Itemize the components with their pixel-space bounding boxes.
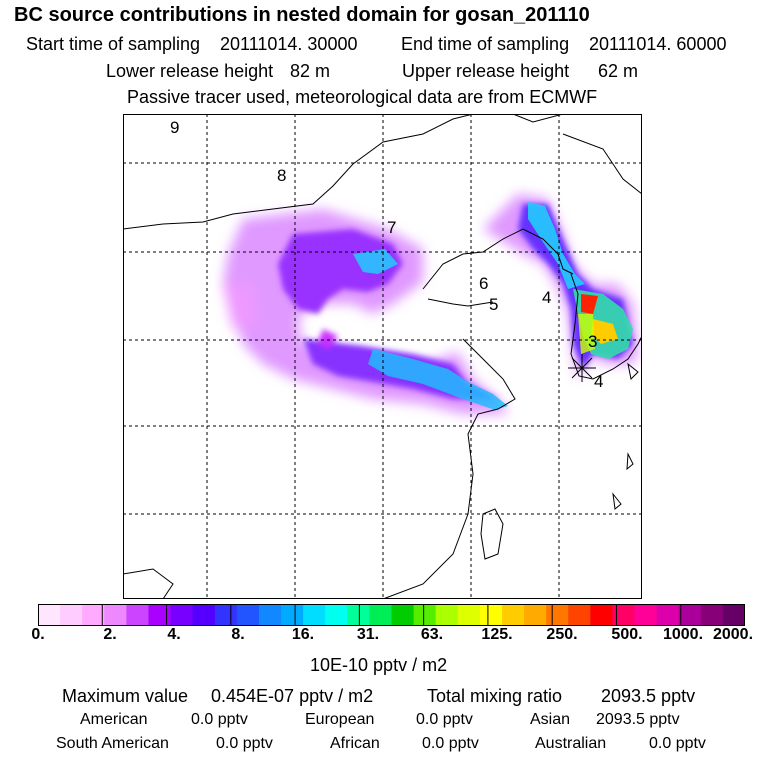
colorbar-segment — [391, 604, 415, 626]
colorbar-segment — [214, 604, 238, 626]
total-mixing-value: 2093.5 pptv — [601, 686, 696, 706]
colorbar-segment — [347, 604, 370, 626]
region-value: 0.0 pptv — [416, 711, 473, 728]
map-panel: 9 8 7 6 5 4 3 4 — [123, 114, 642, 599]
colorbar-segment — [612, 604, 636, 626]
colorbar-segment — [104, 604, 127, 626]
colorbar-tick: 0. — [31, 626, 45, 643]
colorbar-segment — [435, 604, 459, 626]
region-value: 2093.5 pptv — [596, 711, 680, 728]
region-name: Australian — [535, 735, 607, 752]
colorbar-segment — [479, 604, 503, 626]
colorbar-segment — [82, 604, 105, 626]
colorbar-tick: 2. — [103, 626, 117, 643]
colorbar-tick: 8. — [231, 626, 245, 643]
colorbar-segment — [457, 604, 481, 626]
coastlines — [123, 114, 642, 599]
region-value: 0.0 pptv — [422, 735, 479, 752]
plume-core — [353, 202, 633, 410]
map-border — [123, 114, 642, 599]
colorbar-segment — [501, 604, 525, 626]
colorbar-segment — [303, 604, 326, 626]
colorbar-segment — [700, 604, 724, 626]
colorbar-segment — [258, 604, 282, 626]
colorbar-tick: 16. — [291, 626, 315, 643]
colorbar-unit: 10E-10 pptv / m2 — [310, 655, 448, 675]
end-time-label: End time of sampling — [401, 34, 570, 54]
colorbar-tick: 1000. — [662, 626, 704, 643]
upper-height-label: Upper release height — [402, 61, 570, 81]
colorbar-segment — [568, 604, 591, 626]
colorbar — [38, 604, 745, 626]
upper-height-value: 62 m — [598, 61, 639, 81]
region-value: 0.0 pptv — [649, 735, 706, 752]
max-value-label: Maximum value — [62, 686, 189, 706]
colorbar-segment — [722, 604, 745, 626]
colorbar-segment — [236, 604, 260, 626]
colorbar-segment — [170, 604, 194, 626]
colorbar-segment — [281, 604, 304, 626]
colorbar-segment — [192, 604, 216, 626]
map-label: 4 — [542, 288, 551, 307]
colorbar-tick: 250. — [546, 626, 578, 643]
max-value: 0.454E-07 pptv / m2 — [211, 686, 374, 706]
region-name: African — [330, 735, 380, 752]
colorbar-tick: 125. — [481, 626, 513, 643]
map-label: 6 — [479, 274, 488, 293]
colorbar-segment — [60, 604, 83, 626]
map-svg: 9 8 7 6 5 4 3 4 — [123, 114, 642, 599]
colorbar-segment — [413, 604, 437, 626]
region-name: European — [305, 711, 375, 728]
start-time-value: 20111014. 30000 — [220, 34, 358, 54]
colorbar-segment — [634, 604, 658, 626]
colorbar-segment — [546, 604, 569, 626]
map-label: 8 — [277, 166, 286, 185]
grid-lines — [123, 114, 642, 599]
receptor-marker — [568, 354, 596, 382]
chart-title: BC source contributions in nested domain… — [14, 4, 590, 26]
total-mixing-label: Total mixing ratio — [427, 686, 563, 706]
colorbar-segment — [656, 604, 680, 626]
map-label: 7 — [387, 218, 396, 237]
colorbar-tick: 63. — [420, 626, 444, 643]
map-label: 9 — [170, 118, 179, 137]
colorbar-segment — [369, 604, 392, 626]
colorbar-segment — [524, 604, 547, 626]
region-name: South American — [56, 735, 169, 752]
colorbar-segment — [325, 604, 348, 626]
colorbar-tick: 2000. — [712, 626, 754, 643]
map-label: 4 — [594, 372, 603, 391]
colorbar-segment — [590, 604, 613, 626]
day-labels: 9 8 7 6 5 4 3 4 — [170, 118, 603, 391]
colorbar-tick: 31. — [356, 626, 380, 643]
region-value: 0.0 pptv — [216, 735, 273, 752]
map-label: 3 — [588, 332, 597, 351]
colorbar-segment — [126, 604, 149, 626]
colorbar-border — [38, 604, 745, 626]
region-value: 0.0 pptv — [191, 711, 248, 728]
colorbar-segment — [678, 604, 702, 626]
colorbar-segment — [148, 604, 172, 626]
lower-height-value: 82 m — [290, 61, 331, 81]
map-label: 5 — [489, 295, 498, 314]
colorbar-tick: 4. — [167, 626, 181, 643]
colorbar-tick: 500. — [611, 626, 643, 643]
lower-height-label: Lower release height — [106, 61, 274, 81]
start-time-label: Start time of sampling — [26, 34, 201, 54]
tracer-note: Passive tracer used, meteorological data… — [127, 87, 598, 107]
region-name: Asian — [530, 711, 571, 728]
colorbar-segment — [38, 604, 61, 626]
region-name: American — [80, 711, 148, 728]
end-time-value: 20111014. 60000 — [589, 34, 727, 54]
